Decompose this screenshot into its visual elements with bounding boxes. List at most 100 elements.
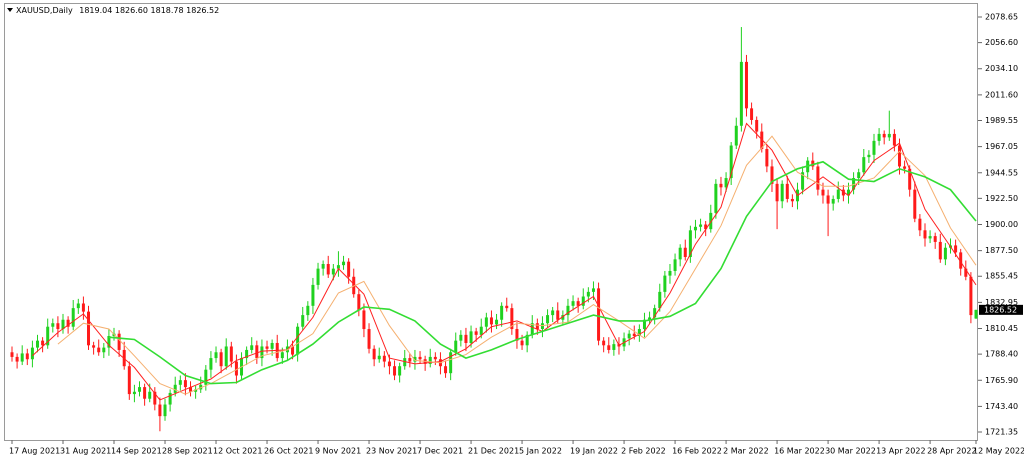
candle-body [46,326,50,346]
candle-body [56,323,60,330]
candle-body [393,366,397,376]
candle-body [311,284,315,306]
candle-body [908,168,912,190]
candle-body [648,317,652,320]
x-tick-label: 16 Mar 2022 [774,447,825,456]
moving-average [108,160,977,385]
x-tick-label: 12 Oct 2021 [213,447,262,456]
plot-frame [4,3,978,441]
candle-body [535,323,539,330]
price-box [979,304,1023,315]
candle-body [653,308,657,318]
menu-arrow [7,8,13,12]
candle-body [831,198,835,204]
candle-body [403,358,407,367]
x-tick-label: 17 Aug 2021 [9,447,60,456]
candle-body [943,247,947,260]
candle-body [836,189,840,199]
candle-body [321,263,325,269]
candle-body [20,353,24,362]
candle-body [882,133,886,138]
candle-body [576,301,580,306]
candle-body [76,303,80,309]
candle-body [107,336,111,348]
candle-body [265,346,269,349]
candle-body [377,355,381,360]
y-tick-label: 1877.50 [985,246,1018,255]
candle-body [668,270,672,276]
candle-body [132,391,136,395]
candle-body [51,323,55,327]
candle-body [214,352,218,359]
candle-body [444,366,448,374]
y-tick-label: 1944.55 [985,168,1018,177]
candle-body [688,230,692,258]
candle-body [846,189,850,196]
low-label: 1818.78 [151,6,184,15]
x-tick-label: 26 Oct 2021 [264,447,313,456]
y-tick-label: 2056.60 [985,38,1018,47]
candle-body [336,265,340,269]
candle-body [158,404,162,417]
candle-body [362,310,366,330]
candle-body [678,247,682,260]
x-tick-label: 31 Aug 2021 [60,447,111,456]
candle-body [357,294,361,311]
candle-body [163,404,167,417]
candle-body [729,145,733,179]
candle-body [229,346,233,362]
y-tick-label: 1855.45 [985,272,1018,281]
y-tick-label: 2011.60 [985,90,1018,99]
candle-body [209,358,213,370]
candle-body [413,356,417,362]
candle-body [897,145,901,167]
y-tick-label: 1788.40 [985,350,1018,359]
symbol: XAUUSD,Daily [16,6,73,15]
candle-body [183,380,187,388]
candle-body [785,183,789,199]
candle-body [632,333,636,337]
y-tick-label: 1832.95 [985,298,1018,307]
price-box-label: 1826.52 [984,305,1017,314]
candle-body [342,261,346,266]
candle-body [189,387,193,392]
candle-body [387,361,391,367]
candle-body [234,361,238,376]
candle-body [862,157,866,173]
candle-body [204,369,208,385]
x-tick-label: 19 Jan 2022 [570,447,618,456]
candle-body [148,391,152,399]
y-tick-label: 1967.05 [985,142,1018,151]
candle-body [97,347,101,353]
x-tick-label: 12 May 2022 [973,447,1024,456]
candle-body [260,346,264,359]
candle-body [81,303,85,312]
x-tick-label: 30 Mar 2022 [825,447,876,456]
candle-body [102,347,106,353]
candle-body [280,352,284,359]
candle-body [510,308,514,330]
candle-body [301,315,305,327]
candle-body [852,178,856,190]
x-tick-label: 13 Apr 2022 [876,447,925,456]
moving-average [32,122,977,401]
candle-body [367,329,371,349]
candle-body [857,172,861,179]
candle-body [913,189,917,219]
candle-body [41,340,45,346]
candle-body [530,323,534,335]
candle-body [561,315,565,320]
candle-body [347,261,351,277]
candle-body [449,352,453,374]
candle-body [178,380,182,385]
y-tick-label: 1989.55 [985,116,1018,125]
candle-body [790,198,794,202]
candle-body [479,326,483,335]
candle-body [938,241,942,260]
candle-body [658,291,662,309]
x-tick-label: 23 Nov 2021 [366,447,417,456]
candle-body [489,317,493,325]
candle-body [877,133,881,141]
